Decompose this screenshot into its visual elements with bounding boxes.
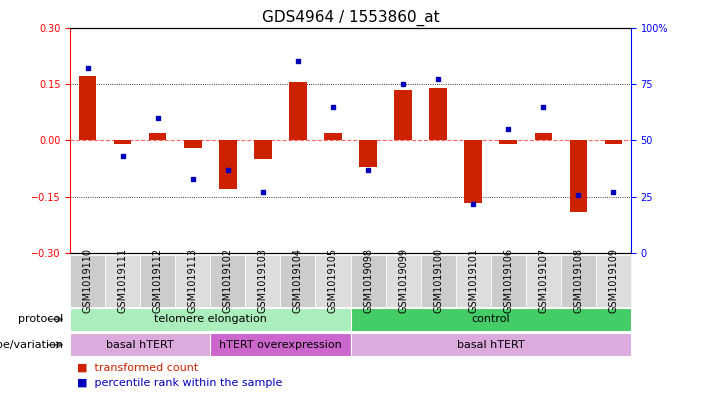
Text: protocol: protocol	[18, 314, 63, 324]
Text: genotype/variation: genotype/variation	[0, 340, 63, 350]
Title: GDS4964 / 1553860_at: GDS4964 / 1553860_at	[261, 10, 440, 26]
Bar	[324, 133, 341, 140]
Bar	[394, 90, 412, 140]
Bar	[499, 140, 517, 144]
Text: GSM1019099: GSM1019099	[398, 248, 408, 312]
Text: hTERT overexpression: hTERT overexpression	[219, 340, 342, 350]
Text: GSM1019100: GSM1019100	[433, 248, 443, 312]
Text: telomere elongation: telomere elongation	[154, 314, 267, 324]
Bar	[464, 140, 482, 203]
Bar	[114, 140, 132, 144]
Text: ■  transformed count: ■ transformed count	[77, 362, 198, 373]
Text: GSM1019098: GSM1019098	[363, 248, 373, 312]
Text: GSM1019102: GSM1019102	[223, 248, 233, 312]
Text: GSM1019111: GSM1019111	[118, 248, 128, 312]
Bar	[184, 140, 202, 148]
Bar	[429, 88, 447, 140]
Bar	[535, 133, 552, 140]
Text: basal hTERT: basal hTERT	[457, 340, 524, 350]
Bar	[219, 140, 237, 189]
Text: GSM1019106: GSM1019106	[503, 248, 513, 312]
Text: GSM1019113: GSM1019113	[188, 248, 198, 312]
Text: GSM1019103: GSM1019103	[258, 248, 268, 312]
Bar	[569, 140, 587, 212]
Text: basal hTERT: basal hTERT	[107, 340, 174, 350]
Bar	[359, 140, 377, 167]
Text: control: control	[471, 314, 510, 324]
Text: GSM1019101: GSM1019101	[468, 248, 478, 312]
Text: ■  percentile rank within the sample: ■ percentile rank within the sample	[77, 378, 283, 388]
Bar	[254, 140, 272, 159]
Text: GSM1019108: GSM1019108	[573, 248, 583, 312]
Bar	[149, 133, 167, 140]
Text: GSM1019105: GSM1019105	[328, 248, 338, 312]
Bar	[79, 77, 96, 140]
Bar	[604, 140, 622, 144]
Text: GSM1019110: GSM1019110	[83, 248, 93, 312]
Text: GSM1019112: GSM1019112	[153, 248, 163, 312]
Bar	[290, 82, 307, 140]
Text: GSM1019104: GSM1019104	[293, 248, 303, 312]
Text: GSM1019109: GSM1019109	[608, 248, 618, 312]
Text: GSM1019107: GSM1019107	[538, 248, 548, 312]
